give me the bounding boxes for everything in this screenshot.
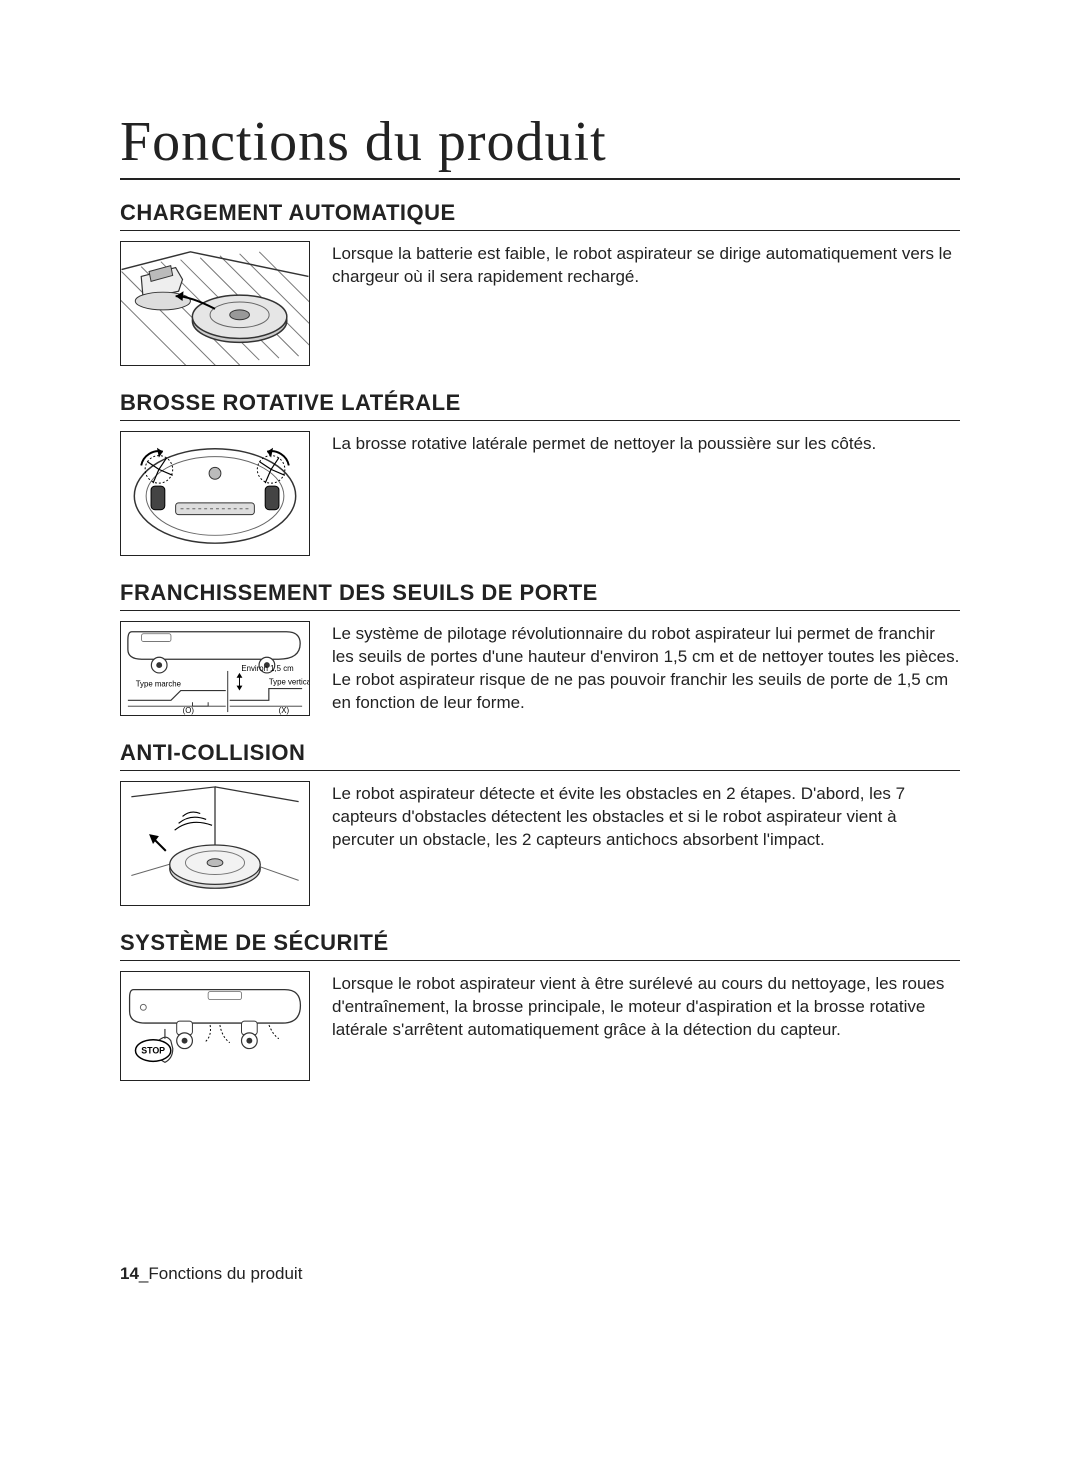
section-body: Lorsque la batterie est faible, le robot… bbox=[120, 241, 960, 366]
section-anticollision: ANTI-COLLISION bbox=[120, 740, 960, 906]
section-heading: CHARGEMENT AUTOMATIQUE bbox=[120, 200, 960, 231]
height-label: Environ 1,5 cm bbox=[241, 664, 293, 673]
section-heading: BROSSE ROTATIVE LATÉRALE bbox=[120, 390, 960, 421]
stop-label: STOP bbox=[141, 1045, 165, 1055]
section-body: La brosse rotative latérale permet de ne… bbox=[120, 431, 960, 556]
type-step-label: Type marche bbox=[136, 680, 181, 689]
section-body: Environ 1,5 cm Type marche Type vertical… bbox=[120, 621, 960, 716]
anti-collision-illustration bbox=[120, 781, 310, 906]
charging-dock-illustration bbox=[120, 241, 310, 366]
section-heading: ANTI-COLLISION bbox=[120, 740, 960, 771]
safety-stop-illustration: STOP bbox=[120, 971, 310, 1081]
section-securite: SYSTÈME DE SÉCURITÉ bbox=[120, 930, 960, 1081]
section-heading: SYSTÈME DE SÉCURITÉ bbox=[120, 930, 960, 961]
section-brosse: BROSSE ROTATIVE LATÉRALE bbox=[120, 390, 960, 556]
door-sill-illustration: Environ 1,5 cm Type marche Type vertical… bbox=[120, 621, 310, 716]
manual-page: Fonctions du produit CHARGEMENT AUTOMATI… bbox=[0, 0, 1080, 1469]
section-text: Lorsque la batterie est faible, le robot… bbox=[332, 241, 960, 289]
type-vertical-label: Type vertical bbox=[269, 678, 309, 687]
page-title: Fonctions du produit bbox=[120, 110, 960, 180]
section-heading: FRANCHISSEMENT DES SEUILS DE PORTE bbox=[120, 580, 960, 611]
section-text: Le robot aspirateur détecte et évite les… bbox=[332, 781, 960, 852]
page-footer: 14_Fonctions du produit bbox=[120, 1264, 302, 1284]
notok-label: (X) bbox=[279, 706, 290, 715]
section-chargement: CHARGEMENT AUTOMATIQUE bbox=[120, 200, 960, 366]
section-text: Lorsque le robot aspirateur vient à être… bbox=[332, 971, 960, 1042]
page-number: 14 bbox=[120, 1264, 139, 1283]
ok-label: (O) bbox=[183, 706, 195, 715]
footer-text: Fonctions du produit bbox=[148, 1264, 302, 1283]
section-body: STOP Lorsque le robot aspirateur vient à… bbox=[120, 971, 960, 1081]
section-text: La brosse rotative latérale permet de ne… bbox=[332, 431, 960, 456]
section-text: Le système de pilotage révolutionnaire d… bbox=[332, 621, 960, 715]
section-body: Le robot aspirateur détecte et évite les… bbox=[120, 781, 960, 906]
side-brush-illustration bbox=[120, 431, 310, 556]
section-seuils: FRANCHISSEMENT DES SEUILS DE PORTE bbox=[120, 580, 960, 716]
